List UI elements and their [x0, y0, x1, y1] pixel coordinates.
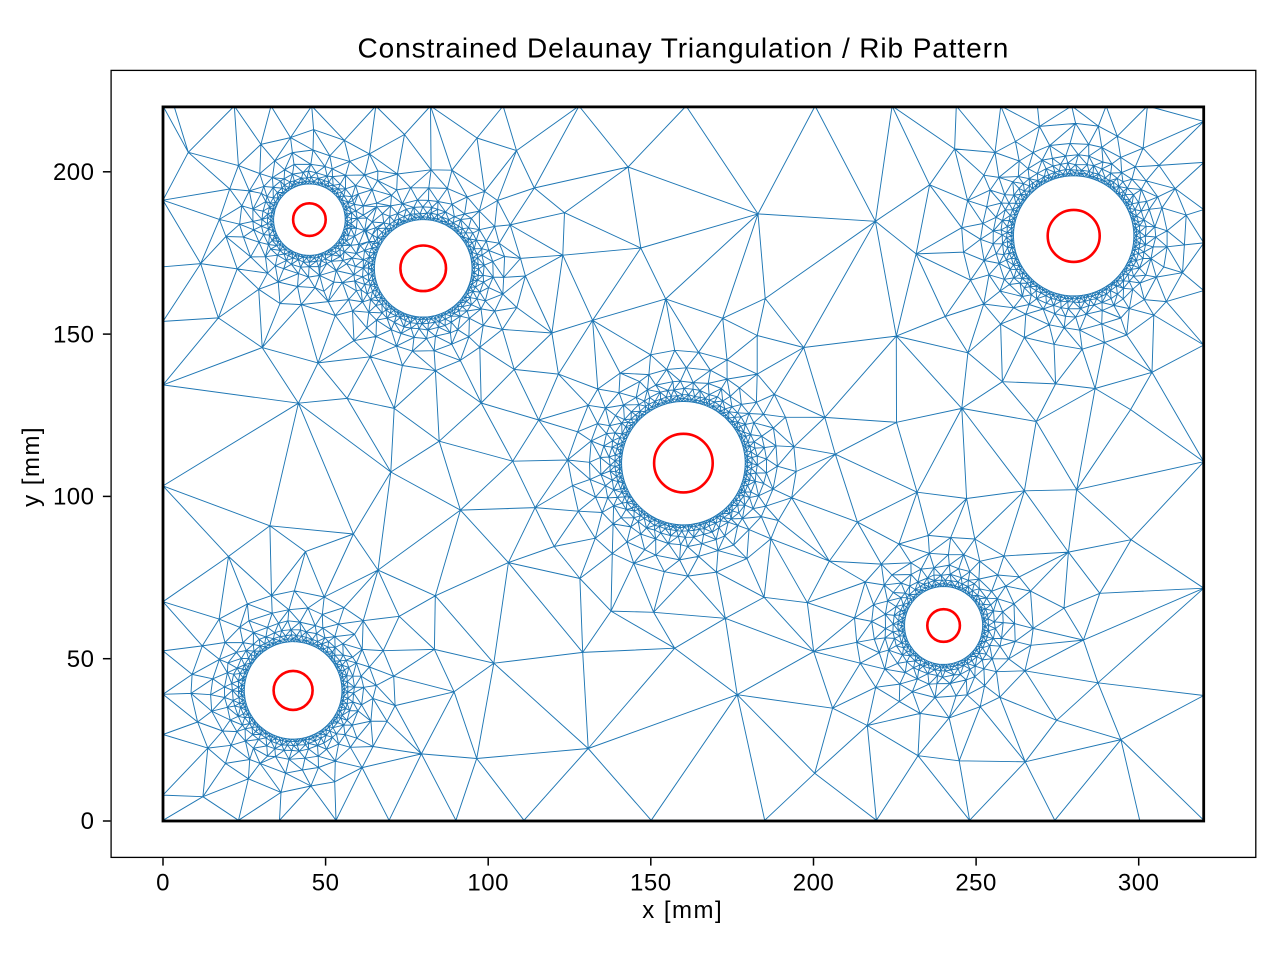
- svg-text:Constrained Delaunay Triangula: Constrained Delaunay Triangulation / Rib…: [358, 33, 1010, 64]
- svg-text:300: 300: [1118, 870, 1160, 897]
- svg-text:100: 100: [467, 870, 509, 897]
- svg-text:x [mm]: x [mm]: [642, 897, 723, 924]
- svg-text:y [mm]: y [mm]: [18, 426, 45, 507]
- svg-text:100: 100: [53, 484, 95, 511]
- svg-text:150: 150: [53, 321, 95, 348]
- svg-text:200: 200: [53, 159, 95, 186]
- svg-text:50: 50: [67, 646, 95, 673]
- svg-text:50: 50: [312, 870, 340, 897]
- svg-text:0: 0: [81, 808, 95, 835]
- svg-text:200: 200: [793, 870, 835, 897]
- svg-text:250: 250: [955, 870, 997, 897]
- svg-text:150: 150: [630, 870, 672, 897]
- svg-text:0: 0: [156, 870, 170, 897]
